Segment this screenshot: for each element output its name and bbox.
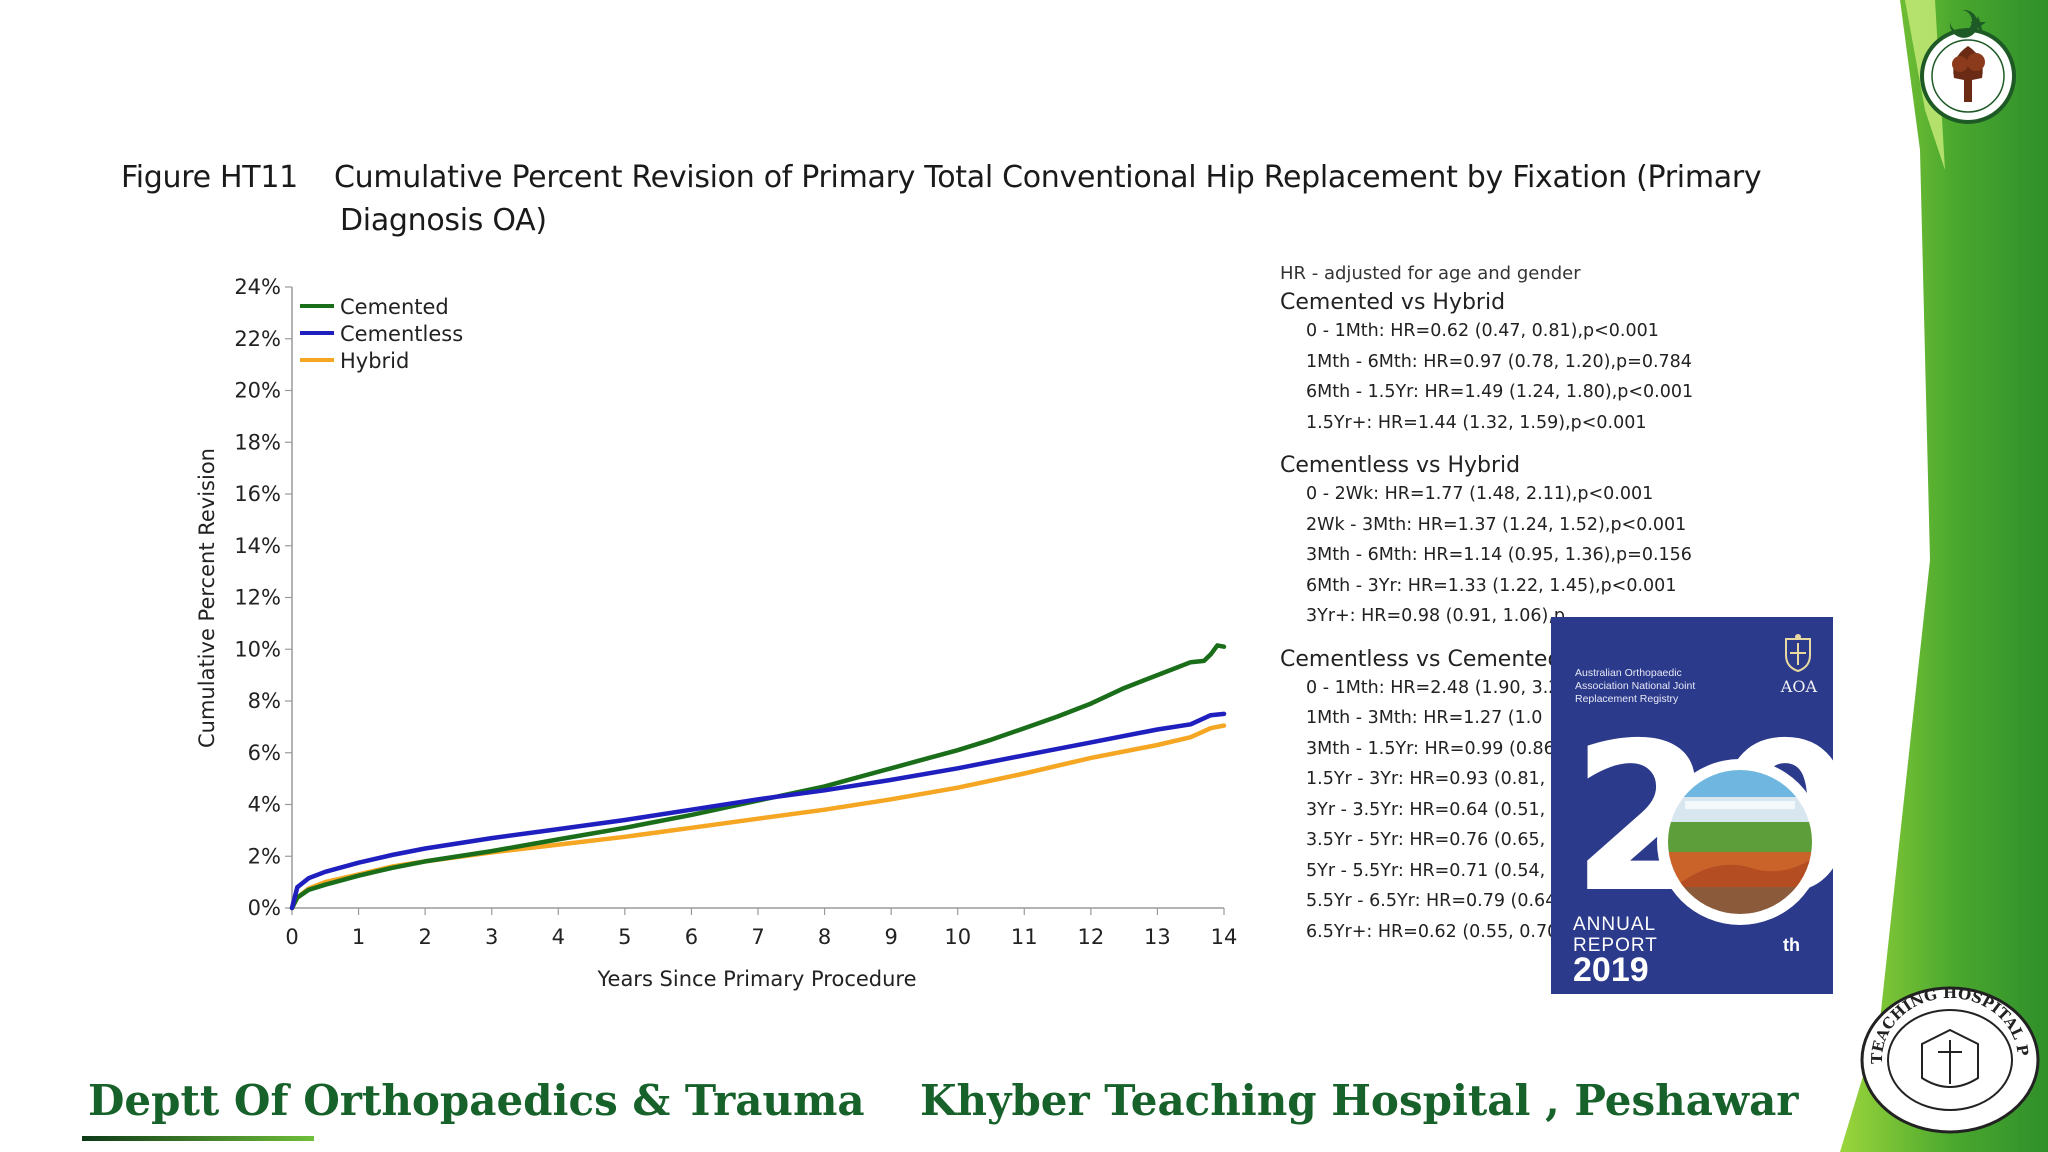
x-tick-label: 4 bbox=[552, 925, 565, 949]
hr-group-heading: Cementless vs Cemented bbox=[1280, 646, 1562, 672]
y-tick-label: 12% bbox=[234, 586, 281, 610]
x-axis-ticks: 0 1 2 3 4 5 6 7 8 9 10 11 12 13 14 bbox=[285, 908, 1237, 949]
series-line-cemented bbox=[289, 643, 1227, 911]
figure-title-line1: Cumulative Percent Revision of Primary T… bbox=[334, 160, 1762, 195]
series-line-hybrid bbox=[289, 723, 1227, 911]
hr-line: 1.5Yr+: HR=1.44 (1.32, 1.59),p<0.001 bbox=[1306, 412, 1647, 433]
hr-line: 1Mth - 6Mth: HR=0.97 (0.78, 1.20),p=0.78… bbox=[1306, 351, 1692, 372]
hospital-seal-icon: KHYBER TEACHING HOSPITAL PESHAWAR bbox=[1858, 986, 2040, 1134]
y-axis-ticks: 0% 2% 4% 6% 8% 10% 12% 14% 16% 18% 20% 22% 24% bbox=[234, 275, 292, 920]
figure-title-line2: Diagnosis OA) bbox=[340, 203, 547, 238]
footer-department: Deptt Of Orthopaedics & Trauma bbox=[88, 1076, 865, 1125]
x-tick-label: 12 bbox=[1077, 925, 1104, 949]
x-tick-label: 11 bbox=[1011, 925, 1038, 949]
hr-line: 6Mth - 1.5Yr: HR=1.49 (1.24, 1.80),p<0.0… bbox=[1306, 382, 1694, 402]
footer-rule bbox=[82, 1136, 314, 1141]
hr-note: HR - adjusted for age and gender bbox=[1280, 263, 1581, 284]
x-tick-label: 1 bbox=[352, 925, 365, 949]
hr-line: 0 - 1Mth: HR=0.62 (0.47, 0.81),p<0.001 bbox=[1306, 321, 1659, 341]
y-tick-label: 18% bbox=[234, 430, 281, 454]
x-tick-label: 13 bbox=[1144, 925, 1171, 949]
y-tick-label: 10% bbox=[234, 637, 281, 661]
legend-label-cemented: Cemented bbox=[340, 295, 449, 319]
y-tick-label: 16% bbox=[234, 482, 281, 506]
y-axis-label: Cumulative Percent Revision bbox=[195, 448, 219, 748]
figure-number: Figure HT11 bbox=[121, 160, 298, 195]
x-tick-label: 0 bbox=[285, 925, 298, 949]
x-tick-label: 2 bbox=[418, 925, 431, 949]
annual-report-cover: Australian Orthopaedic Association Natio… bbox=[1551, 617, 1833, 994]
x-tick-label: 8 bbox=[818, 925, 831, 949]
x-axis-label: Years Since Primary Procedure bbox=[596, 967, 916, 991]
cover-organisation: Australian Orthopaedic Association Natio… bbox=[1575, 667, 1696, 705]
y-tick-label: 14% bbox=[234, 534, 281, 558]
footer-hospital: Khyber Teaching Hospital , Peshawar bbox=[920, 1076, 1799, 1125]
hr-group-heading: Cemented vs Hybrid bbox=[1280, 290, 1506, 315]
hr-line: 3.5Yr - 5Yr: HR=0.76 (0.65, 0 bbox=[1306, 830, 1562, 850]
y-tick-label: 2% bbox=[248, 844, 281, 868]
hr-line: 0 - 2Wk: HR=1.77 (1.48, 2.11),p<0.001 bbox=[1306, 484, 1654, 504]
x-tick-label: 3 bbox=[485, 925, 498, 949]
x-tick-label: 10 bbox=[944, 925, 971, 949]
y-tick-label: 22% bbox=[234, 327, 281, 351]
hr-line: 3Yr - 3.5Yr: HR=0.64 (0.51, 0 bbox=[1306, 799, 1562, 820]
x-tick-label: 14 bbox=[1211, 925, 1238, 949]
y-tick-label: 4% bbox=[248, 793, 281, 817]
hr-line: 1.5Yr - 3Yr: HR=0.93 (0.81, 1 bbox=[1306, 769, 1562, 789]
cover-photo-ring-icon bbox=[1657, 759, 1823, 925]
x-tick-label: 6 bbox=[685, 925, 698, 949]
hr-line: 5Yr - 5.5Yr: HR=0.71 (0.54, 0 bbox=[1306, 860, 1562, 881]
legend-label-cementless: Cementless bbox=[340, 322, 463, 346]
series-line-cementless bbox=[289, 711, 1227, 911]
hr-line: 3Mth - 1.5Yr: HR=0.99 (0.86 bbox=[1306, 738, 1555, 759]
cover-aoa-mark: AOA bbox=[1780, 677, 1817, 696]
x-tick-label: 7 bbox=[751, 925, 764, 949]
chart-series bbox=[289, 643, 1227, 911]
y-tick-label: 6% bbox=[248, 741, 281, 765]
hr-line: 3Yr+: HR=0.98 (0.91, 1.06),p bbox=[1306, 606, 1566, 626]
hr-group-cementless-vs-cemented: Cementless vs Cemented 0 - 1Mth: HR=2.48… bbox=[1280, 647, 1740, 942]
y-tick-label: 24% bbox=[234, 275, 281, 299]
hr-line: 5.5Yr - 6.5Yr: HR=0.79 (0.64 bbox=[1306, 891, 1557, 911]
chart-axes bbox=[291, 287, 1224, 909]
hr-group-heading: Cementless vs Hybrid bbox=[1280, 453, 1521, 478]
cover-report-word: REPORT bbox=[1573, 935, 1658, 956]
x-tick-label: 5 bbox=[618, 925, 631, 949]
cover-annual-word: ANNUAL bbox=[1573, 914, 1657, 935]
hr-line: 6Mth - 3Yr: HR=1.33 (1.22, 1.45),p<0.001 bbox=[1306, 575, 1677, 596]
orthopaedic-association-logo-icon bbox=[1920, 9, 2016, 124]
hr-line: 0 - 1Mth: HR=2.48 (1.90, 3.2 bbox=[1306, 677, 1560, 698]
legend-label-hybrid: Hybrid bbox=[340, 349, 409, 373]
cover-year: 2019 bbox=[1573, 951, 1649, 989]
hr-line: 6.5Yr+: HR=0.62 (0.55, 0.70) bbox=[1306, 921, 1566, 942]
x-tick-label: 9 bbox=[884, 925, 897, 949]
y-tick-label: 8% bbox=[248, 689, 281, 713]
hr-group-cemented-vs-hybrid: Cemented vs Hybrid 0 - 1Mth: HR=0.62 (0.… bbox=[1280, 290, 1740, 433]
hr-line: 2Wk - 3Mth: HR=1.37 (1.24, 1.52),p<0.001 bbox=[1306, 514, 1687, 535]
hr-line: 3Mth - 6Mth: HR=1.14 (0.95, 1.36),p=0.15… bbox=[1306, 545, 1692, 565]
hr-line: 1Mth - 3Mth: HR=1.27 (1.0 bbox=[1306, 708, 1543, 728]
hr-group-cementless-vs-hybrid: Cementless vs Hybrid 0 - 2Wk: HR=1.77 (1… bbox=[1280, 453, 1740, 626]
y-tick-label: 0% bbox=[248, 896, 281, 920]
y-tick-label: 20% bbox=[234, 379, 281, 403]
cover-annual-report: ANNUAL REPORT bbox=[1573, 914, 1658, 956]
hazard-ratio-panel: HR - adjusted for age and gender Cemente… bbox=[1280, 263, 1740, 952]
chart-legend: Cemented Cementless Hybrid bbox=[300, 295, 463, 373]
aoa-crest-icon bbox=[1785, 634, 1811, 673]
cover-suffix: th bbox=[1783, 935, 1800, 955]
